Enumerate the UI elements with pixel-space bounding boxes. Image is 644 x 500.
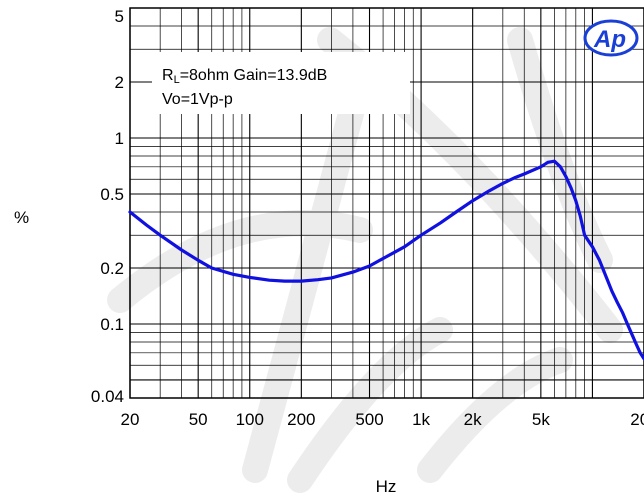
x-tick-label: 200: [287, 410, 315, 429]
y-tick-label: 0.5: [100, 185, 124, 204]
y-tick-label: 2: [115, 73, 124, 92]
x-tick-label: 20: [121, 410, 140, 429]
y-tick-label: 0.2: [100, 259, 124, 278]
x-tick-label: 50: [189, 410, 208, 429]
x-tick-labels: 20 50 100 200 500 1k 2k 5k 20k: [121, 410, 644, 429]
y-tick-label: 0.1: [100, 315, 124, 334]
x-tick-label: 500: [355, 410, 383, 429]
x-tick-label: 5k: [532, 410, 550, 429]
annotation-line-1: RL=8ohm Gain=13.9dB: [162, 67, 327, 86]
x-tick-label: 2k: [464, 410, 482, 429]
y-tick-label: 0.04: [91, 387, 124, 406]
y-tick-label: 5: [115, 7, 124, 26]
y-tick-label: 1: [115, 129, 124, 148]
x-tick-label: 1k: [412, 410, 430, 429]
ap-logo: Ap: [585, 21, 637, 55]
y-axis-label: %: [14, 208, 29, 227]
x-axis-label: Hz: [376, 477, 397, 496]
x-tick-label: 20k: [630, 410, 644, 429]
x-tick-label: 100: [236, 410, 264, 429]
annotation-line-2: Vo=1Vp-p: [162, 91, 233, 108]
y-tick-labels: 0.04 0.1 0.2 0.5 1 2 5: [91, 7, 124, 406]
logo-text: Ap: [593, 26, 626, 53]
annotation-box: RL=8ohm Gain=13.9dB Vo=1Vp-p: [152, 52, 410, 114]
